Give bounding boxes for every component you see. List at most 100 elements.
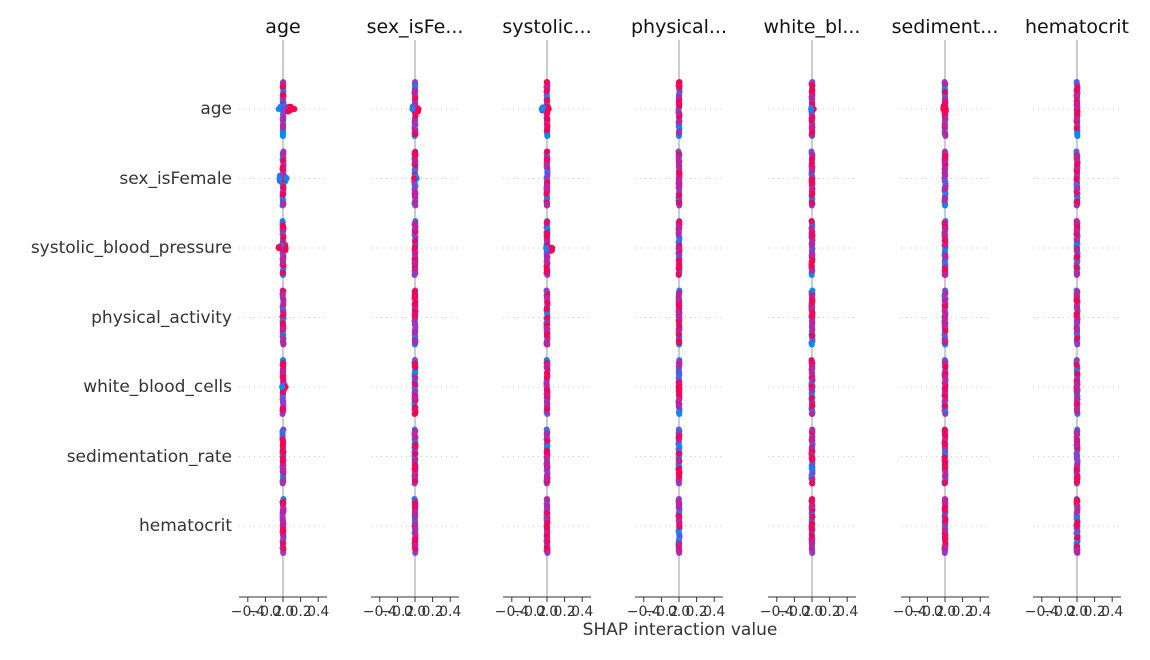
data-point <box>808 312 815 319</box>
data-point <box>1073 476 1080 483</box>
data-point <box>942 265 949 272</box>
data-point <box>809 363 816 370</box>
data-point <box>675 339 682 346</box>
data-point <box>1073 219 1080 226</box>
data-point <box>809 480 816 487</box>
data-point <box>1073 400 1080 407</box>
data-point <box>1074 508 1081 515</box>
data-point <box>411 466 418 473</box>
x-tick-label: 0.2 <box>685 604 707 620</box>
data-point <box>412 450 419 457</box>
row-label: physical_activity <box>91 307 232 328</box>
data-point <box>941 499 948 506</box>
data-point <box>280 234 287 241</box>
data-point <box>1073 237 1080 244</box>
data-point <box>276 175 283 182</box>
data-point <box>941 165 948 172</box>
x-tick-label: −0.2 <box>777 604 811 620</box>
data-point <box>941 303 948 310</box>
data-point <box>675 363 682 370</box>
data-point <box>279 269 286 276</box>
row-labels: age sex_isFemale systolic_blood_pressure ph… <box>0 0 240 660</box>
data-point <box>412 308 419 315</box>
x-tick-label: 0.0 <box>536 604 558 620</box>
data-point <box>942 411 949 417</box>
data-point <box>675 271 682 278</box>
x-tick-label: −0.2 <box>644 604 678 620</box>
data-point <box>412 409 419 416</box>
x-tick-label: −0.4 <box>760 604 794 620</box>
data-point <box>279 133 286 139</box>
data-point <box>412 251 419 258</box>
x-tick-label: −0.4 <box>893 604 927 620</box>
panel-title: systolic... <box>502 16 591 38</box>
x-tick-label: 0.0 <box>404 604 426 620</box>
data-point <box>941 171 948 178</box>
data-point <box>543 496 550 503</box>
data-point <box>1074 153 1081 160</box>
data-point <box>1074 534 1081 541</box>
data-point <box>279 467 286 474</box>
data-point <box>543 341 550 348</box>
data-point <box>808 410 815 417</box>
data-point <box>279 166 286 173</box>
data-point <box>280 374 287 381</box>
data-point <box>942 544 949 551</box>
data-point <box>280 517 287 524</box>
panel: white_bl... −0.4−0.20.00.20.4 <box>760 16 861 620</box>
data-point <box>676 473 683 480</box>
data-point <box>1073 92 1080 99</box>
data-point <box>675 296 682 303</box>
data-point <box>544 123 551 130</box>
data-point <box>941 454 948 461</box>
data-point <box>544 321 551 328</box>
data-point <box>676 323 683 330</box>
data-point <box>676 513 683 520</box>
data-point <box>941 130 948 137</box>
data-point <box>544 325 551 332</box>
data-point <box>808 546 815 553</box>
data-point <box>941 242 948 249</box>
data-point <box>808 262 815 269</box>
data-point <box>809 497 816 504</box>
data-point <box>809 539 816 546</box>
data-point <box>1073 168 1080 175</box>
x-axis-label: SHAP interaction value <box>582 620 778 640</box>
data-point <box>808 218 815 225</box>
x-tick-label: 0.4 <box>969 604 991 620</box>
data-point <box>675 499 682 506</box>
data-point <box>809 114 816 121</box>
data-point <box>411 394 418 401</box>
data-point <box>279 384 286 390</box>
data-point <box>1073 406 1080 413</box>
panel-title: physical... <box>631 16 727 38</box>
data-point <box>1073 175 1080 182</box>
data-point <box>1073 362 1080 369</box>
data-point <box>942 397 949 404</box>
data-point <box>808 395 815 402</box>
data-point <box>941 473 948 480</box>
data-point <box>279 191 286 198</box>
data-point <box>1073 115 1080 122</box>
data-point <box>1073 311 1080 318</box>
data-point <box>280 500 287 507</box>
data-point <box>942 363 949 370</box>
data-point <box>676 396 683 403</box>
data-point <box>1074 101 1081 108</box>
data-point <box>411 272 418 278</box>
data-point <box>675 163 682 170</box>
data-point <box>941 320 948 327</box>
data-point <box>675 456 682 463</box>
x-tick-label: 0.2 <box>421 604 443 620</box>
data-point <box>279 83 286 90</box>
x-tick-label: 0.0 <box>934 604 956 620</box>
data-point <box>675 290 682 297</box>
data-point <box>544 405 551 412</box>
data-point <box>412 225 419 232</box>
data-point <box>544 362 551 369</box>
data-point <box>809 456 816 463</box>
data-point <box>544 201 551 208</box>
data-point <box>1074 198 1081 205</box>
data-point <box>543 148 550 155</box>
data-point <box>942 80 949 87</box>
